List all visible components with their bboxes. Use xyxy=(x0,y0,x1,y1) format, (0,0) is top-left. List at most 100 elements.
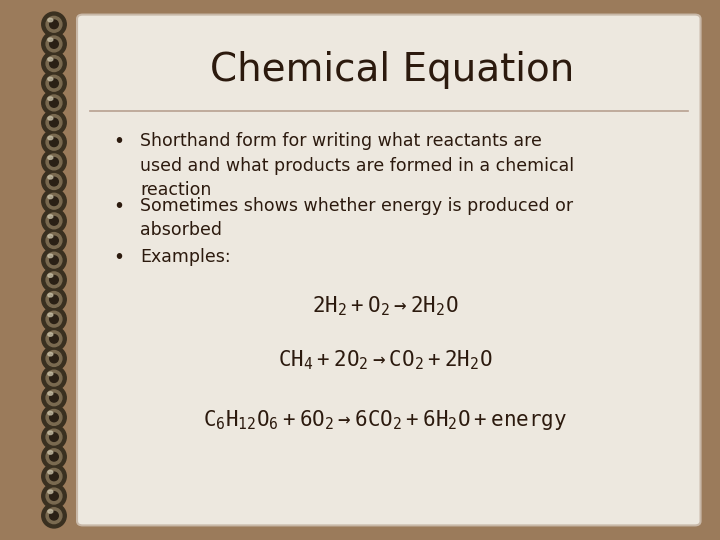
Ellipse shape xyxy=(48,333,53,336)
Ellipse shape xyxy=(48,18,53,22)
Ellipse shape xyxy=(48,254,53,258)
Ellipse shape xyxy=(46,449,62,464)
Ellipse shape xyxy=(50,99,58,107)
Ellipse shape xyxy=(50,453,58,461)
Ellipse shape xyxy=(46,213,62,229)
Ellipse shape xyxy=(48,431,53,435)
Ellipse shape xyxy=(46,233,62,248)
Ellipse shape xyxy=(42,32,66,56)
Ellipse shape xyxy=(46,311,62,327)
Ellipse shape xyxy=(42,71,66,96)
Text: •: • xyxy=(113,132,125,151)
Ellipse shape xyxy=(46,193,62,209)
Text: •: • xyxy=(113,248,125,267)
Ellipse shape xyxy=(50,20,58,29)
Ellipse shape xyxy=(42,287,66,312)
Ellipse shape xyxy=(46,390,62,406)
Ellipse shape xyxy=(46,331,62,347)
Ellipse shape xyxy=(50,413,58,422)
Ellipse shape xyxy=(50,492,58,501)
Ellipse shape xyxy=(46,508,62,524)
Ellipse shape xyxy=(50,295,58,304)
Ellipse shape xyxy=(46,409,62,426)
Ellipse shape xyxy=(50,158,58,166)
Ellipse shape xyxy=(42,484,66,508)
Ellipse shape xyxy=(48,490,53,494)
Ellipse shape xyxy=(48,353,53,356)
Ellipse shape xyxy=(42,91,66,115)
Ellipse shape xyxy=(48,274,53,278)
Ellipse shape xyxy=(50,275,58,284)
FancyBboxPatch shape xyxy=(77,15,701,525)
Ellipse shape xyxy=(50,256,58,265)
Ellipse shape xyxy=(42,444,66,469)
Ellipse shape xyxy=(46,76,62,91)
Ellipse shape xyxy=(50,472,58,481)
Ellipse shape xyxy=(46,488,62,504)
Ellipse shape xyxy=(46,56,62,71)
Ellipse shape xyxy=(48,313,53,316)
Ellipse shape xyxy=(46,370,62,386)
Ellipse shape xyxy=(42,228,66,253)
Ellipse shape xyxy=(42,346,66,370)
Ellipse shape xyxy=(50,236,58,245)
Text: $\mathdefault{CH_4 + 2O_2 \rightarrow CO_2 + 2H_2O}$: $\mathdefault{CH_4 + 2O_2 \rightarrow CO… xyxy=(278,348,492,372)
Ellipse shape xyxy=(48,136,53,140)
Ellipse shape xyxy=(42,208,66,233)
Ellipse shape xyxy=(50,511,58,520)
Ellipse shape xyxy=(46,16,62,32)
Ellipse shape xyxy=(50,118,58,127)
Text: $\mathdefault{2H_2 + O_2 \rightarrow 2H_2O}$: $\mathdefault{2H_2 + O_2 \rightarrow 2H_… xyxy=(312,294,459,318)
Ellipse shape xyxy=(46,429,62,445)
Ellipse shape xyxy=(50,79,58,87)
Ellipse shape xyxy=(50,39,58,48)
Ellipse shape xyxy=(50,334,58,343)
Ellipse shape xyxy=(48,215,53,218)
Ellipse shape xyxy=(48,451,53,454)
Ellipse shape xyxy=(42,464,66,489)
Ellipse shape xyxy=(42,366,66,390)
Ellipse shape xyxy=(42,189,66,213)
Ellipse shape xyxy=(42,51,66,76)
Ellipse shape xyxy=(46,272,62,288)
Ellipse shape xyxy=(48,97,53,100)
Ellipse shape xyxy=(46,350,62,366)
Ellipse shape xyxy=(48,470,53,474)
Ellipse shape xyxy=(48,156,53,159)
Ellipse shape xyxy=(50,433,58,441)
Ellipse shape xyxy=(42,307,66,332)
Ellipse shape xyxy=(50,217,58,225)
Ellipse shape xyxy=(50,394,58,402)
Ellipse shape xyxy=(48,77,53,81)
Ellipse shape xyxy=(46,36,62,52)
Ellipse shape xyxy=(50,59,58,68)
Ellipse shape xyxy=(46,134,62,150)
Ellipse shape xyxy=(48,38,53,42)
Ellipse shape xyxy=(42,110,66,135)
Ellipse shape xyxy=(42,248,66,272)
Ellipse shape xyxy=(50,197,58,206)
Ellipse shape xyxy=(46,252,62,268)
Ellipse shape xyxy=(42,12,66,37)
Ellipse shape xyxy=(46,95,62,111)
Text: Sometimes shows whether energy is produced or
absorbed: Sometimes shows whether energy is produc… xyxy=(140,197,574,239)
Ellipse shape xyxy=(42,386,66,410)
Ellipse shape xyxy=(48,411,53,415)
Ellipse shape xyxy=(46,154,62,170)
Ellipse shape xyxy=(42,150,66,174)
Ellipse shape xyxy=(48,510,53,513)
Ellipse shape xyxy=(42,268,66,292)
Ellipse shape xyxy=(50,177,58,186)
Ellipse shape xyxy=(48,58,53,61)
Ellipse shape xyxy=(42,425,66,449)
Ellipse shape xyxy=(46,174,62,190)
Ellipse shape xyxy=(48,234,53,238)
Text: Examples:: Examples: xyxy=(140,248,231,266)
Text: Chemical Equation: Chemical Equation xyxy=(210,51,575,89)
Ellipse shape xyxy=(46,114,62,131)
Text: $\mathdefault{C_6H_{12}O_6 + 6O_2 \rightarrow 6CO_2 + 6H_2O + energy}$: $\mathdefault{C_6H_{12}O_6 + 6O_2 \right… xyxy=(203,408,567,431)
Ellipse shape xyxy=(50,138,58,146)
Ellipse shape xyxy=(42,170,66,194)
Text: Shorthand form for writing what reactants are
used and what products are formed : Shorthand form for writing what reactant… xyxy=(140,132,575,199)
Ellipse shape xyxy=(46,292,62,307)
